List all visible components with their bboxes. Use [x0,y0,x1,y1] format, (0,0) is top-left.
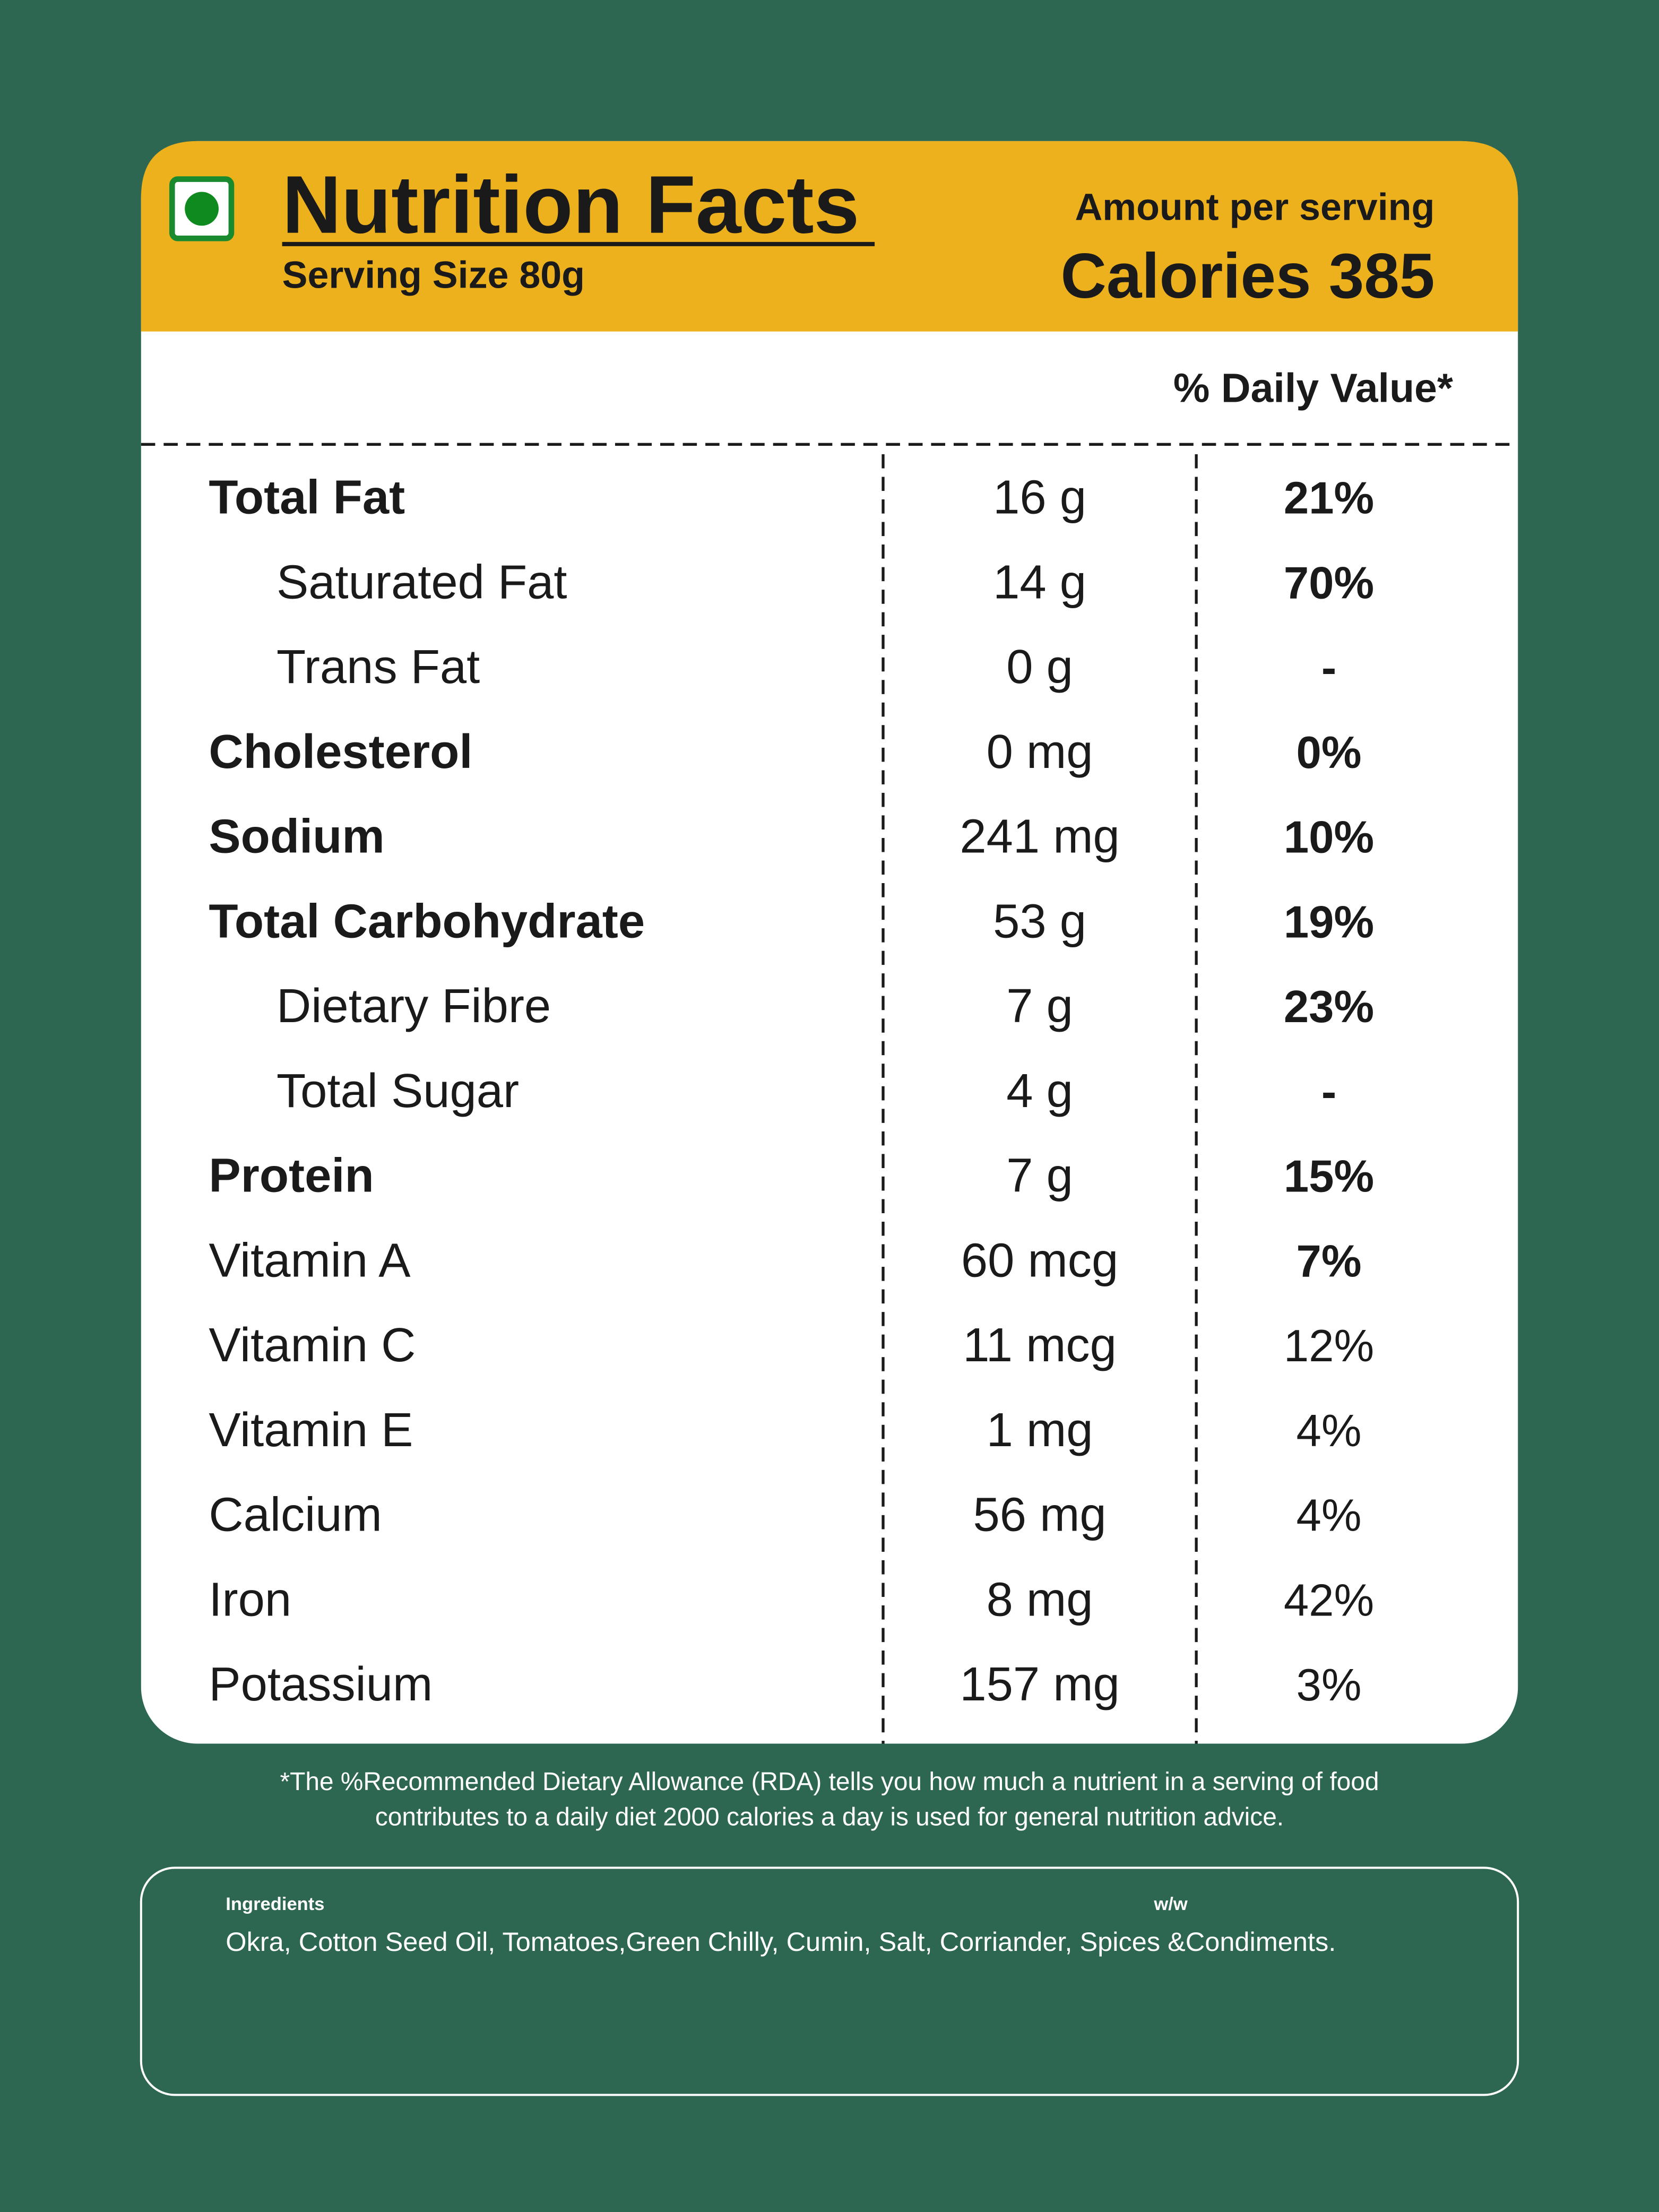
serving-size: Serving Size 80g [282,254,585,296]
nutrient-amount: 56 mg [973,1488,1106,1542]
nutrient-name: Cholesterol [209,725,472,779]
daily-value: - [1321,643,1336,693]
amount-label: Amount per serving [1075,186,1435,229]
card [141,141,1518,1744]
column-header: % Daily Value* [1173,366,1453,411]
nutrient-name: Total Fat [209,471,405,524]
daily-value: 23% [1284,982,1374,1032]
nutrient-name: Total Sugar [276,1064,519,1118]
nutrient-amount: 1 mg [987,1403,1093,1457]
footnote: *The %Recommended Dietary Allowance (RDA… [280,1768,1379,1796]
daily-value: 10% [1284,813,1374,863]
daily-value: 15% [1284,1152,1374,1202]
daily-value: 21% [1284,473,1374,524]
daily-value: 4% [1297,1406,1362,1456]
nutrient-amount: 60 mcg [961,1233,1118,1287]
nutrient-name: Protein [209,1149,374,1203]
nutrient-name: Saturated Fat [276,555,567,609]
nutrient-name: Vitamin E [209,1403,413,1457]
header-band [141,141,1518,332]
nutrient-amount: 8 mg [987,1572,1093,1626]
nutrient-name: Vitamin C [209,1318,416,1372]
nutrient-amount: 53 g [993,894,1086,948]
nutrient-amount: 11 mcg [963,1318,1117,1372]
nutrient-name: Vitamin A [209,1233,411,1287]
ingredients-label: Ingredients [226,1894,324,1914]
daily-value: 19% [1284,897,1374,947]
nutrient-name: Iron [209,1572,291,1626]
nutrient-amount: 14 g [993,555,1086,609]
nutrient-amount: 0 mg [987,725,1093,779]
nutrient-amount: 16 g [993,471,1086,524]
rows: Total Fat 16 g 21% Saturated Fat 14 g 70% Tran… [209,471,1374,1712]
footnote: contributes to a daily diet 2000 calorie… [375,1803,1284,1831]
daily-value: 7% [1297,1236,1362,1286]
nutrient-name: Calcium [209,1488,382,1542]
daily-value: 4% [1297,1491,1362,1541]
daily-value: 0% [1297,728,1362,778]
nutrient-amount: 241 mg [960,810,1119,863]
nutrient-name: Potassium [209,1657,433,1711]
daily-value: 42% [1284,1575,1374,1626]
ingredients-text: Okra, Cotton Seed Oil, Tomatoes,Green Ch… [226,1926,1336,1957]
nutrient-name: Sodium [209,810,384,863]
nutrient-amount: 157 mg [960,1657,1119,1711]
nutrient-amount: 7 g [1006,979,1073,1033]
nutrient-amount: 4 g [1006,1064,1073,1118]
daily-value: 3% [1297,1660,1362,1710]
nutrient-amount: 0 g [1006,640,1073,694]
veg-dot [185,192,219,226]
nutrient-name: Dietary Fibre [276,979,551,1033]
daily-value: 12% [1284,1321,1374,1371]
daily-value: - [1321,1067,1336,1117]
nutrient-name: Trans Fat [276,640,480,694]
nutrient-amount: 7 g [1006,1149,1073,1203]
daily-value: 70% [1284,558,1374,608]
ingredients-unit: w/w [1153,1894,1187,1914]
title: Nutrition Facts [282,159,860,250]
calories: Calories 385 [1061,241,1435,312]
nutrient-name: Total Carbohydrate [209,894,645,948]
ingredients-box [140,1867,1519,2096]
